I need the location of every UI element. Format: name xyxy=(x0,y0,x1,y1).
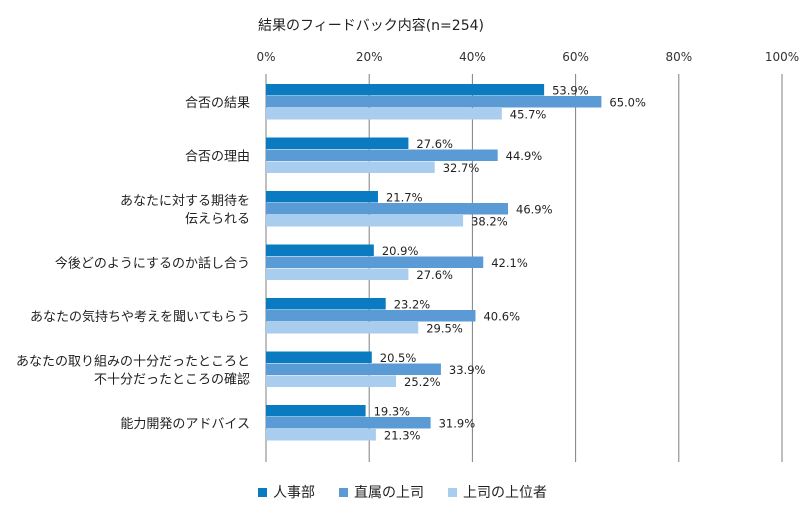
x-tick-label: 0% xyxy=(256,50,275,64)
x-tick-label: 80% xyxy=(665,50,692,64)
bar xyxy=(266,298,386,310)
category-label: 合否の結果 xyxy=(185,96,250,111)
bar xyxy=(266,96,602,108)
bar xyxy=(266,322,419,334)
data-label: 65.0% xyxy=(609,96,646,110)
data-label: 21.7% xyxy=(386,191,423,205)
bar xyxy=(266,244,374,256)
x-tick-label: 100% xyxy=(765,50,799,64)
data-label: 44.9% xyxy=(506,149,543,163)
chart-legend: 人事部 直属の上司 上司の上位者 xyxy=(0,482,805,502)
data-label: 23.2% xyxy=(394,298,431,312)
data-label: 25.2% xyxy=(404,375,441,389)
bar xyxy=(266,417,431,429)
category-label: あなたに対する期待を xyxy=(120,194,250,209)
bar xyxy=(266,203,509,215)
data-label: 38.2% xyxy=(471,215,508,229)
bar xyxy=(266,149,498,161)
bar xyxy=(266,161,435,173)
category-label: あなたの気持ちや考えを聞いてもらう xyxy=(30,309,250,325)
data-label: 20.9% xyxy=(382,244,419,258)
legend-item: 上司の上位者 xyxy=(448,482,547,502)
bar xyxy=(266,137,409,149)
x-tick-label: 60% xyxy=(562,50,589,64)
legend-label: 上司の上位者 xyxy=(463,485,547,501)
bar xyxy=(266,191,378,203)
data-label: 31.9% xyxy=(439,417,476,431)
legend-swatch xyxy=(339,487,348,497)
data-label: 42.1% xyxy=(491,256,528,270)
bar xyxy=(266,268,409,280)
bar xyxy=(266,215,464,227)
data-label: 27.6% xyxy=(416,268,453,282)
data-label: 21.3% xyxy=(384,429,421,443)
bar xyxy=(266,351,372,363)
category-label: 不十分だったところの確認 xyxy=(94,372,250,388)
legend-swatch xyxy=(448,487,457,497)
bar xyxy=(266,375,397,387)
data-label: 19.3% xyxy=(374,405,411,419)
category-label: 伝えられる xyxy=(185,212,250,227)
data-label: 33.9% xyxy=(449,363,486,377)
legend-label: 直属の上司 xyxy=(354,485,424,501)
bar xyxy=(266,405,366,417)
x-tick-label: 40% xyxy=(459,50,486,64)
chart-title: 結果のフィードバック内容(n=254) xyxy=(258,17,484,34)
bar xyxy=(266,84,545,96)
data-label: 45.7% xyxy=(510,108,547,122)
data-label: 46.9% xyxy=(516,203,553,217)
data-label: 40.6% xyxy=(483,310,520,324)
x-tick-label: 20% xyxy=(356,50,383,64)
data-label: 20.5% xyxy=(380,351,417,365)
bar xyxy=(266,256,484,268)
bar xyxy=(266,310,476,322)
data-label: 29.5% xyxy=(426,322,463,336)
data-label: 27.6% xyxy=(416,137,453,151)
bar xyxy=(266,363,441,375)
bar xyxy=(266,429,376,441)
legend-item: 人事部 xyxy=(258,482,315,502)
bar xyxy=(266,108,502,120)
legend-item: 直属の上司 xyxy=(339,482,424,502)
legend-swatch xyxy=(258,487,267,497)
category-label: 合否の理由 xyxy=(185,150,250,165)
data-label: 32.7% xyxy=(443,161,480,175)
category-label: 今後どのようにするのか話し合う xyxy=(55,256,250,272)
category-label: あなたの取り組みの十分だったところと xyxy=(16,355,250,370)
legend-label: 人事部 xyxy=(273,485,315,501)
feedback-bar-chart: 結果のフィードバック内容(n=254) 0% 20% 40% 60% 80% 100% 合否の… xyxy=(16,17,799,462)
category-label: 能力開発のアドバイス xyxy=(120,417,250,432)
data-label: 53.9% xyxy=(552,84,589,98)
